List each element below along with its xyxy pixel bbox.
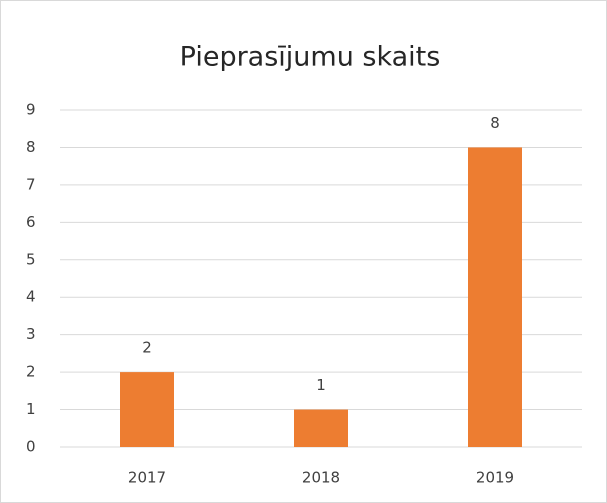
x-tick-label: 2018: [302, 469, 340, 487]
y-tick-label: 0: [26, 438, 36, 456]
bar: [120, 372, 174, 447]
data-label: 2: [142, 339, 152, 357]
y-tick-label: 4: [26, 288, 36, 306]
y-tick-label: 3: [26, 325, 36, 343]
data-label: 1: [316, 376, 326, 394]
y-tick-label: 7: [26, 175, 36, 193]
x-tick-label: 2019: [476, 469, 514, 487]
y-tick-label: 5: [26, 250, 36, 268]
bar: [294, 409, 348, 447]
y-tick-label: 2: [26, 363, 36, 381]
y-tick-label: 6: [26, 213, 36, 231]
chart-title: Pieprasījumu skaits: [180, 42, 441, 73]
bar: [468, 147, 522, 447]
data-label: 8: [490, 114, 500, 132]
y-tick-label: 9: [26, 101, 36, 119]
y-tick-label: 1: [26, 400, 36, 418]
y-tick-label: 8: [26, 138, 36, 156]
x-tick-label: 2017: [128, 469, 166, 487]
